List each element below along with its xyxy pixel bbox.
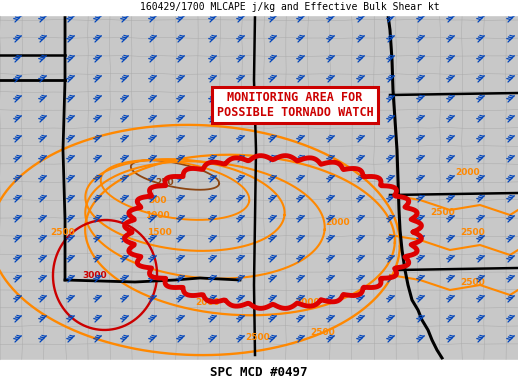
Text: 2000: 2000 <box>455 168 480 177</box>
Text: 2500: 2500 <box>430 208 455 217</box>
Text: 2000: 2000 <box>295 298 320 307</box>
Text: SPC MCD #0497: SPC MCD #0497 <box>210 365 308 379</box>
Bar <box>0 360 518 388</box>
Text: 2500: 2500 <box>460 278 485 287</box>
Bar <box>0 15 518 360</box>
Text: 2500: 2500 <box>310 328 335 337</box>
Text: 2500: 2500 <box>460 228 485 237</box>
Text: 3000: 3000 <box>82 271 107 280</box>
Text: 160429/1700 MLCAPE j/kg and Effective Bulk Shear kt: 160429/1700 MLCAPE j/kg and Effective Bu… <box>140 2 440 12</box>
Bar <box>0 0 518 15</box>
Text: 1500: 1500 <box>147 228 172 237</box>
Text: 2000: 2000 <box>325 218 350 227</box>
Text: MONITORING AREA FOR
POSSIBLE TORNADO WATCH: MONITORING AREA FOR POSSIBLE TORNADO WAT… <box>217 91 373 119</box>
Text: 1000: 1000 <box>145 211 169 220</box>
Text: 250: 250 <box>155 178 174 187</box>
Text: 500: 500 <box>148 196 166 205</box>
Text: 2500: 2500 <box>50 228 75 237</box>
Text: 2500: 2500 <box>245 333 270 342</box>
Text: 2000: 2000 <box>195 298 220 307</box>
